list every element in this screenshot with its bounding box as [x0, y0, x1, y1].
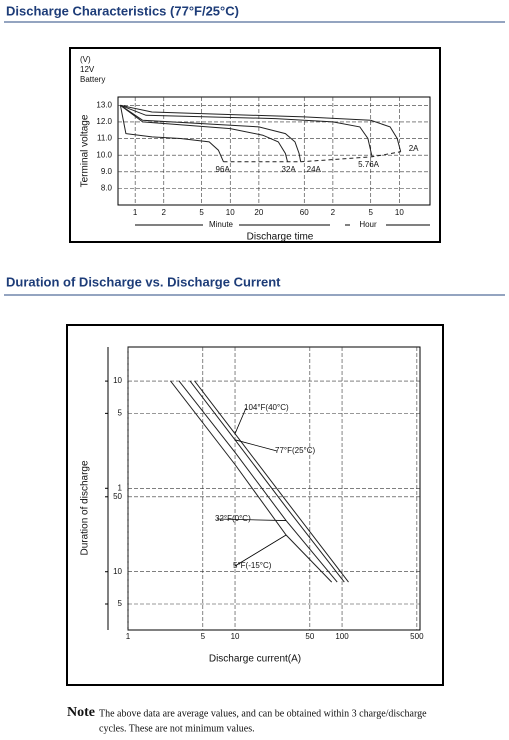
x-tick-label: 100: [335, 632, 349, 641]
section-title: Duration of Discharge vs. Discharge Curr…: [6, 274, 281, 289]
leader: [234, 534, 287, 567]
series-line: [170, 380, 333, 583]
series-label: 24A: [307, 165, 322, 174]
series-line: [194, 380, 349, 583]
x-tick-label: 1: [133, 208, 138, 217]
y-tick-label: 10: [113, 567, 122, 576]
x-axis-label: Discharge current(A): [209, 654, 301, 665]
x-tick-label: 50: [305, 632, 314, 641]
chart-frame: [66, 324, 444, 686]
series-line: [120, 104, 302, 162]
x-tick-label: 60: [300, 208, 309, 217]
series-label: 32°F(0°C): [215, 514, 251, 523]
y-tick-label: 10.0: [96, 150, 112, 159]
series-line: [120, 104, 288, 162]
series-line: [189, 380, 345, 583]
y-tick-label: 5: [118, 408, 123, 417]
y-tick-label: 12.0: [96, 117, 112, 126]
x-tick-label: 1: [126, 632, 131, 641]
y-tick-label: 13.0: [96, 100, 112, 109]
x-tick-label: 5: [199, 208, 204, 217]
x-tick-label: 5: [369, 208, 374, 217]
series-label: 104°F(40°C): [244, 403, 289, 412]
x-tick-label: 500: [410, 632, 424, 641]
x-tick-label: 10: [231, 632, 240, 641]
y-tick-label: 11.0: [97, 134, 113, 143]
y-tick-label: 1: [118, 483, 123, 492]
leader: [234, 439, 278, 452]
x-tick-label: 10: [395, 208, 404, 217]
note-label: Note: [67, 705, 95, 720]
leader: [234, 407, 247, 434]
leader: [216, 518, 287, 521]
x-tick-label: 10: [226, 208, 235, 217]
annotation: Battery: [80, 75, 105, 84]
annotation: 12V: [80, 65, 95, 74]
series-label: 5°F(-15°C): [233, 561, 272, 570]
y-tick-label: 5: [118, 599, 123, 608]
series-line: [119, 105, 224, 163]
series-line: [223, 151, 401, 163]
series-label: 2A: [409, 144, 419, 153]
x-tick-label: 2: [331, 208, 336, 217]
plot-area: [117, 96, 431, 206]
series-line: [120, 104, 402, 152]
annotation: (V): [80, 55, 91, 64]
note-text: The above data are average values, and c…: [99, 708, 427, 719]
y-axis-label: Duration of discharge: [80, 460, 91, 555]
x-tick-label: 20: [254, 208, 263, 217]
y-tick-label: 9.0: [101, 167, 113, 176]
series-line: [120, 104, 373, 157]
series-line: [178, 380, 338, 583]
series-label: 96A: [216, 165, 231, 174]
x-tick-label: 2: [162, 208, 167, 217]
unit-label: Minute: [209, 220, 234, 229]
chart-frame: [69, 47, 441, 243]
x-axis-label: Discharge time: [247, 232, 314, 243]
unit-label: Hour: [359, 220, 377, 229]
section-title: Discharge Characteristics (77°F/25°C): [6, 3, 239, 18]
y-tick-label: 8.0: [101, 183, 113, 192]
note-text: cycles. These are not minimum values.: [99, 723, 255, 734]
x-tick-label: 5: [201, 632, 206, 641]
y-tick-label: 10: [113, 376, 122, 385]
series-label: 5.76A: [358, 160, 380, 169]
y-tick-label: 50: [113, 492, 122, 501]
series-label: 77°F(25°C): [275, 446, 316, 455]
series-label: 32A: [282, 165, 297, 174]
y-axis-label: Terminal voltage: [80, 114, 91, 187]
